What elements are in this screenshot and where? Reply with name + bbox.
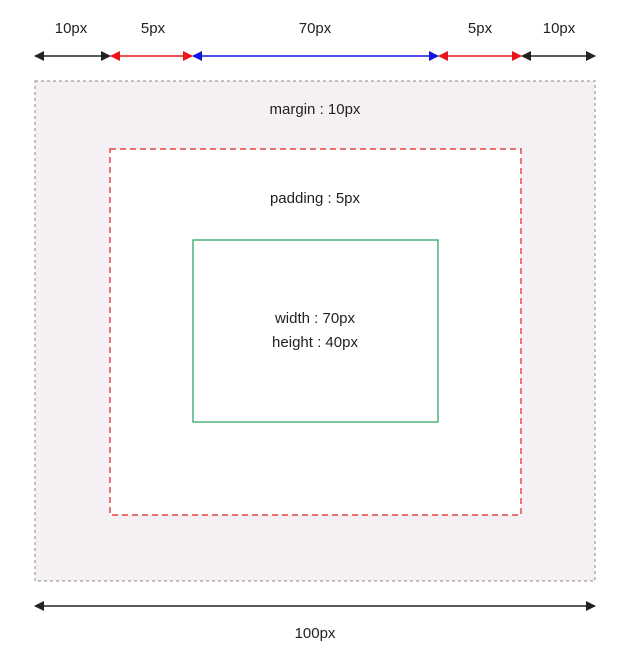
content-box [192, 239, 439, 423]
content-width-label: width : 70px [274, 310, 356, 327]
total-width-label: 100px [295, 625, 336, 642]
top-label-padding-left: 5px [141, 20, 166, 37]
top-label-margin-right: 10px [543, 20, 576, 37]
content-height-label: height : 40px [272, 334, 358, 351]
margin-label: margin : 10px [270, 101, 361, 118]
top-label-margin-left: 10px [55, 20, 88, 37]
top-label-content: 70px [299, 20, 332, 37]
padding-label: padding : 5px [270, 190, 361, 207]
top-label-padding-right: 5px [468, 20, 493, 37]
